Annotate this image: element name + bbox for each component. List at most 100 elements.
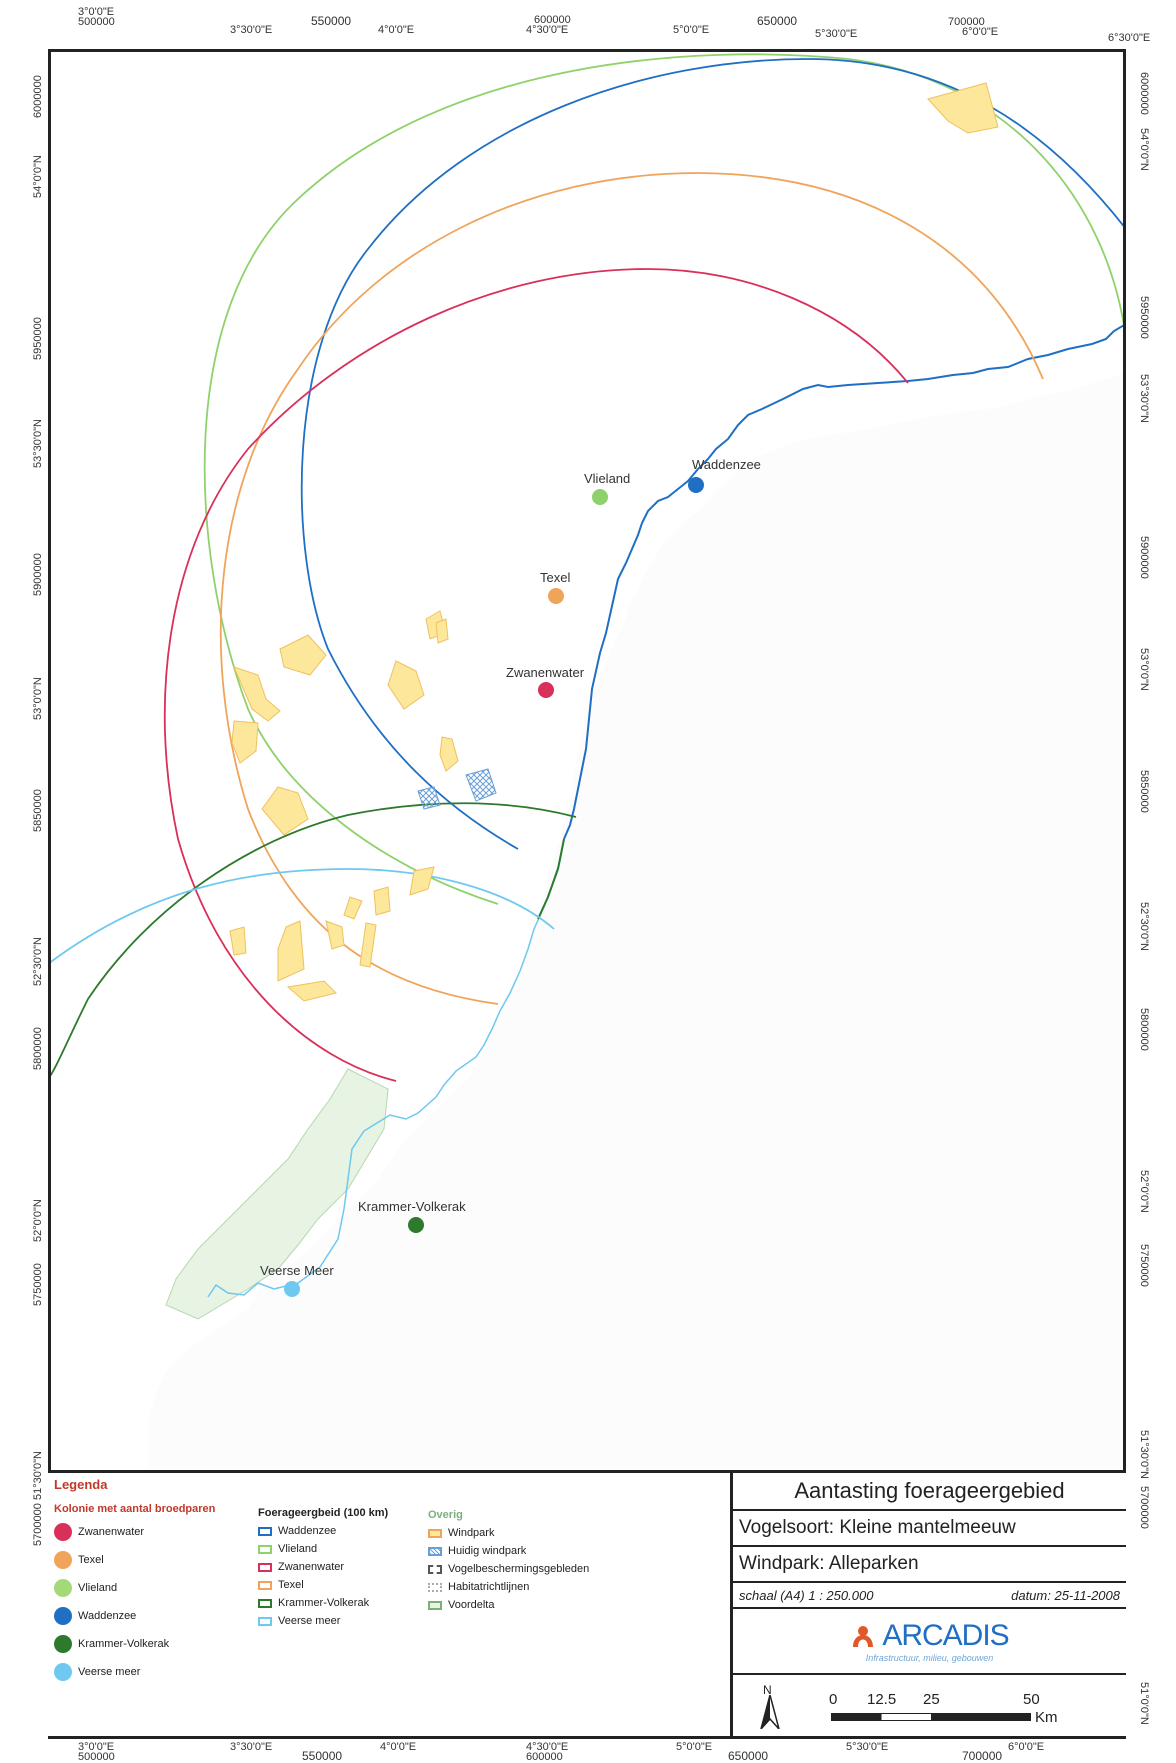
legend-label: Habitatrichtlijnen	[448, 1581, 530, 1593]
legend-label: Windpark	[448, 1527, 495, 1539]
map-title: Aantasting foerageergebied	[733, 1473, 1126, 1511]
north-arrow-icon	[760, 1695, 780, 1729]
right-y-label: 5950000	[1138, 296, 1150, 339]
legend-label: Waddenzee	[278, 1525, 337, 1537]
right-lat-label: 54°0'0"N	[1138, 128, 1150, 171]
right-y-label: 6000000	[1138, 72, 1150, 115]
right-y-label: 5800000	[1138, 1008, 1150, 1051]
bottom-x-label: 700000	[962, 1749, 1003, 1763]
colony-label: Zwanenwater	[506, 665, 585, 680]
left-y-label: 5700000	[32, 1503, 44, 1546]
legend-label: Zwanenwater	[78, 1526, 145, 1538]
windpark	[343, 896, 363, 920]
windpark	[261, 786, 309, 836]
right-lat-label: 51°30'0"N	[1138, 1430, 1150, 1479]
top-lon-label: 3°30'0"E	[230, 24, 273, 36]
windpark	[435, 618, 449, 644]
top-lon-label: 4°0'0"E	[378, 24, 415, 36]
legend-label: Texel	[278, 1579, 304, 1591]
map-scale: schaal (A4) 1 : 250.000	[739, 1587, 874, 1603]
company-row: ARCADIS Infrastructuur, milieu, gebouwen	[733, 1609, 1126, 1675]
windpark	[373, 886, 391, 916]
colony-marker-waddenzee[interactable]: Waddenzee	[688, 457, 761, 493]
map-frame	[48, 49, 1126, 1739]
top-x-label: 550000	[311, 14, 352, 28]
windpark	[325, 920, 345, 950]
legend-forage-krammer-volkerak: Krammer-Volkerak	[258, 1597, 369, 1609]
colony-dot	[54, 1607, 72, 1625]
colony-label: Vlieland	[584, 471, 630, 486]
mainland-land	[148, 369, 1126, 1470]
legend-label: Voordelta	[448, 1599, 495, 1611]
legend: Legenda Kolonie met aantal broedparen Zw…	[48, 1470, 733, 1736]
top-x-label: 500000	[78, 16, 115, 28]
legend-colony-texel: Texel	[54, 1551, 104, 1569]
voordelta-area	[165, 1068, 389, 1320]
green-coast	[537, 838, 565, 920]
top-lon-label: 6°0'0"E	[962, 26, 999, 38]
bottom-lon-label: 3°0'0"E	[78, 1741, 115, 1753]
left-lat-label: 52°30'0"N	[32, 937, 44, 986]
top-lon-label: 5°30'0"E	[815, 28, 858, 40]
bottom-x-label: 650000	[728, 1749, 769, 1763]
forage-range-texel	[219, 172, 1044, 1005]
scalebar-12-5: 12.5	[867, 1691, 897, 1708]
bottom-lon-label: 5°0'0"E	[676, 1741, 713, 1753]
map-canvas[interactable]: Waddenzee Vlieland Texel Zwanenwater Kra…	[48, 49, 1126, 1470]
left-y-label: 5750000	[32, 1263, 44, 1306]
left-y-label: 5900000	[32, 553, 44, 596]
current-windpark	[465, 768, 497, 802]
scalebar	[831, 1713, 1031, 1721]
top-lon-label: 6°30'0"E	[1108, 32, 1151, 44]
windpark-label: Windpark: Alleparken	[733, 1547, 1126, 1583]
bottom-lon-label: 5°30'0"E	[846, 1741, 889, 1753]
legend-label: Krammer-Volkerak	[78, 1638, 170, 1650]
colony-marker-krammer-volkerak[interactable]: Krammer-Volkerak	[358, 1199, 466, 1233]
colony-marker-vlieland[interactable]: Vlieland	[584, 471, 630, 505]
windpark	[286, 980, 337, 1002]
legend-forage-header: Foerageergbeid (100 km)	[258, 1507, 389, 1519]
bottom-lon-label: 4°30'0"E	[526, 1741, 569, 1753]
colony-marker-veerse-meer[interactable]: Veerse Meer	[260, 1263, 334, 1297]
colony-label: Waddenzee	[692, 457, 761, 472]
legend-label: Waddenzee	[78, 1610, 137, 1622]
legend-forage-zwanenwater: Zwanenwater	[258, 1561, 344, 1573]
scalebar-25: 25	[923, 1691, 940, 1708]
current-windpark-swatch	[428, 1546, 442, 1556]
legend-colony-vlieland: Vlieland	[54, 1579, 117, 1597]
top-x-label: 650000	[757, 14, 798, 28]
windpark-group	[229, 82, 999, 1002]
forage-range-waddenzee	[300, 58, 1126, 850]
colony-dot	[54, 1635, 72, 1653]
forage-range-krammer-volkerak	[48, 802, 577, 1080]
top-lon-label: 5°0'0"E	[673, 24, 710, 36]
windpark	[279, 634, 327, 676]
forage-range-veerse-meer	[48, 868, 555, 965]
top-lon-label: 3°0'0"E	[78, 6, 115, 18]
voordelta-swatch	[428, 1600, 442, 1610]
top-x-label: 700000	[948, 16, 985, 28]
windpark-swatch	[428, 1528, 442, 1538]
colony-marker-texel[interactable]: Texel	[540, 570, 570, 604]
colony-dot	[54, 1523, 72, 1541]
left-y-label: 5950000	[32, 317, 44, 360]
colony-dot	[54, 1663, 72, 1681]
windpark	[229, 926, 247, 956]
legend-colony-zwanenwater: Zwanenwater	[54, 1523, 144, 1541]
windpark	[927, 82, 999, 134]
windpark	[439, 736, 459, 772]
legend-forage-veerse-meer: Veerse meer	[258, 1615, 340, 1627]
legend-colony-waddenzee: Waddenzee	[54, 1607, 136, 1625]
scalebar-0: 0	[829, 1691, 838, 1708]
coastline-south	[207, 838, 565, 1298]
habitat-swatch	[428, 1582, 442, 1592]
forage-swatch	[258, 1562, 272, 1572]
company-tagline: Infrastructuur, milieu, gebouwen	[865, 1653, 994, 1663]
top-x-label: 600000	[534, 14, 571, 26]
windpark	[233, 666, 281, 722]
colony-label: Veerse Meer	[260, 1263, 334, 1278]
colony-marker-zwanenwater[interactable]: Zwanenwater	[506, 665, 585, 698]
legend-other-header: Overig	[428, 1509, 463, 1521]
windpark	[231, 720, 259, 764]
current-windpark	[417, 786, 441, 810]
